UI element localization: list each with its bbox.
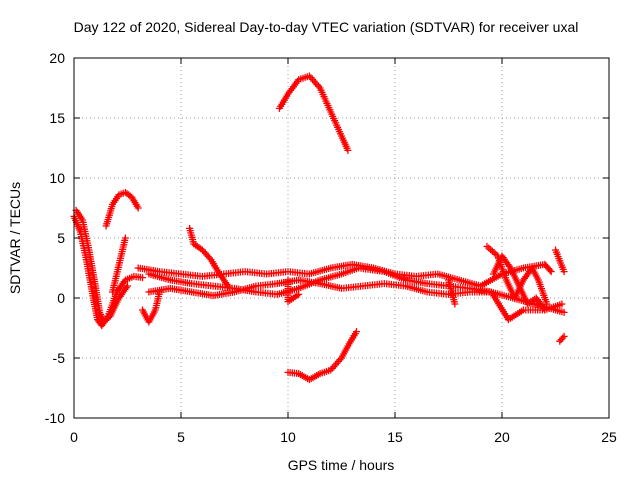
y-tick-label: -10 (45, 410, 65, 426)
scatter-point-markers (139, 288, 164, 326)
scatter-point-markers (552, 246, 568, 276)
y-axis-label: SDTVAR / TECUs (7, 182, 23, 294)
data-series-s9 (186, 224, 232, 290)
x-tick-label: 0 (70, 429, 78, 445)
x-tick-label: 20 (494, 429, 510, 445)
scatter-point-markers (70, 212, 146, 330)
data-series-s11 (284, 328, 360, 384)
scatter-point-markers (102, 188, 142, 230)
data-points (70, 72, 568, 384)
chart-title: Day 122 of 2020, Sidereal Day-to-day VTE… (74, 19, 579, 35)
data-series-s15 (552, 246, 568, 276)
data-series-s17 (445, 276, 459, 308)
y-tick-label: 5 (57, 230, 65, 246)
x-tick-label: 25 (601, 429, 617, 445)
y-tick-label: 15 (49, 110, 65, 126)
x-tick-label: 10 (280, 429, 296, 445)
data-series-s14 (489, 252, 549, 314)
scatter-point-markers (284, 328, 360, 384)
x-tick-label: 15 (387, 429, 403, 445)
data-series-s2 (72, 206, 131, 326)
y-tick-label: 20 (49, 50, 65, 66)
data-series-s3 (102, 188, 142, 230)
scatter-point-markers (489, 252, 549, 314)
scatter-point-markers (275, 72, 352, 154)
y-tick-label: 0 (57, 290, 65, 306)
scatter-point-markers (186, 224, 232, 290)
y-tick-label: 10 (49, 170, 65, 186)
scatter-point-markers (109, 234, 129, 296)
grid-lines (74, 58, 609, 418)
scatter-point-markers (556, 332, 568, 345)
axis-ticks: 0 5 10 15 20 25 -10 -5 0 5 10 15 20 (45, 50, 617, 445)
data-series-s5 (139, 288, 164, 326)
x-tick-label: 5 (177, 429, 185, 445)
data-series-s10 (275, 72, 352, 154)
scatter-point-markers (72, 206, 131, 326)
data-series-s12 (284, 276, 303, 306)
data-series-s16 (556, 332, 568, 345)
x-axis-label: GPS time / hours (288, 457, 395, 473)
scatter-point-markers (284, 276, 303, 306)
y-tick-label: -5 (53, 350, 66, 366)
data-series-s1 (70, 212, 146, 330)
scatter-point-markers (445, 276, 459, 308)
data-series-s4 (109, 234, 129, 296)
